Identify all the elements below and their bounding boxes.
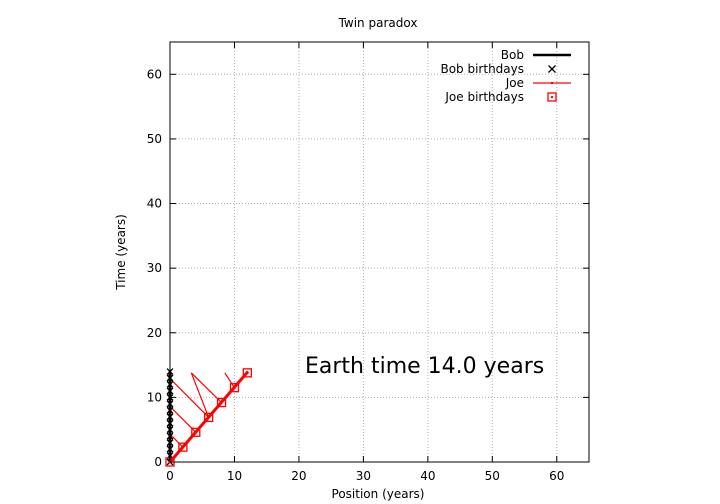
joe-birthday-point [229,383,240,393]
chart-title: Twin paradox [338,16,418,30]
plot-frame [169,41,590,463]
joe-light-line [190,372,210,418]
joe-light-line [169,378,210,418]
joe-light-line [190,372,222,403]
y-tick-label: 30 [147,261,162,275]
x-tick-label: 10 [227,469,242,483]
joe-birthday-point [204,412,214,423]
joe-birthday-point [178,442,188,452]
series-joe-birthdays [165,368,253,467]
grid-lines [170,42,589,462]
joe-light-line [169,433,184,448]
y-tick-label: 10 [147,390,162,404]
joe-birthday-point [191,427,201,437]
legend-label: Bob [501,48,524,62]
legend-swatch-dot [551,82,553,84]
joe-light-lines [169,372,235,448]
joe-birthday-point [242,368,253,378]
legend-swatch [548,65,556,73]
joe-birthday-point [216,397,227,408]
y-tick-label: 0 [154,455,162,469]
x-tick-label: 30 [356,469,371,483]
legend-swatch [547,92,557,102]
series-layer [165,368,253,467]
legend-label: Joe birthdays [444,90,524,104]
x-tick-label: 50 [485,469,500,483]
legend-label: Joe [505,76,524,90]
x-tick-label: 20 [291,469,306,483]
x-tick-label: 0 [166,469,174,483]
y-axis-label: Time (years) [114,214,128,291]
earth-time-annotation: Earth time 14.0 years [305,354,544,379]
x-axis-ticks: 0 10 20 30 40 50 60 [166,42,564,483]
y-tick-label: 50 [147,132,162,146]
x-tick-label: 60 [549,469,564,483]
y-tick-label: 60 [147,67,162,81]
y-axis-ticks: 0 10 20 30 40 50 60 [147,67,589,469]
y-tick-label: 20 [147,326,162,340]
legend-label: Bob birthdays [440,62,524,76]
x-axis-label: Position (years) [332,487,425,501]
joe-light-line [224,372,235,389]
y-tick-label: 40 [147,197,162,211]
x-tick-label: 40 [420,469,435,483]
